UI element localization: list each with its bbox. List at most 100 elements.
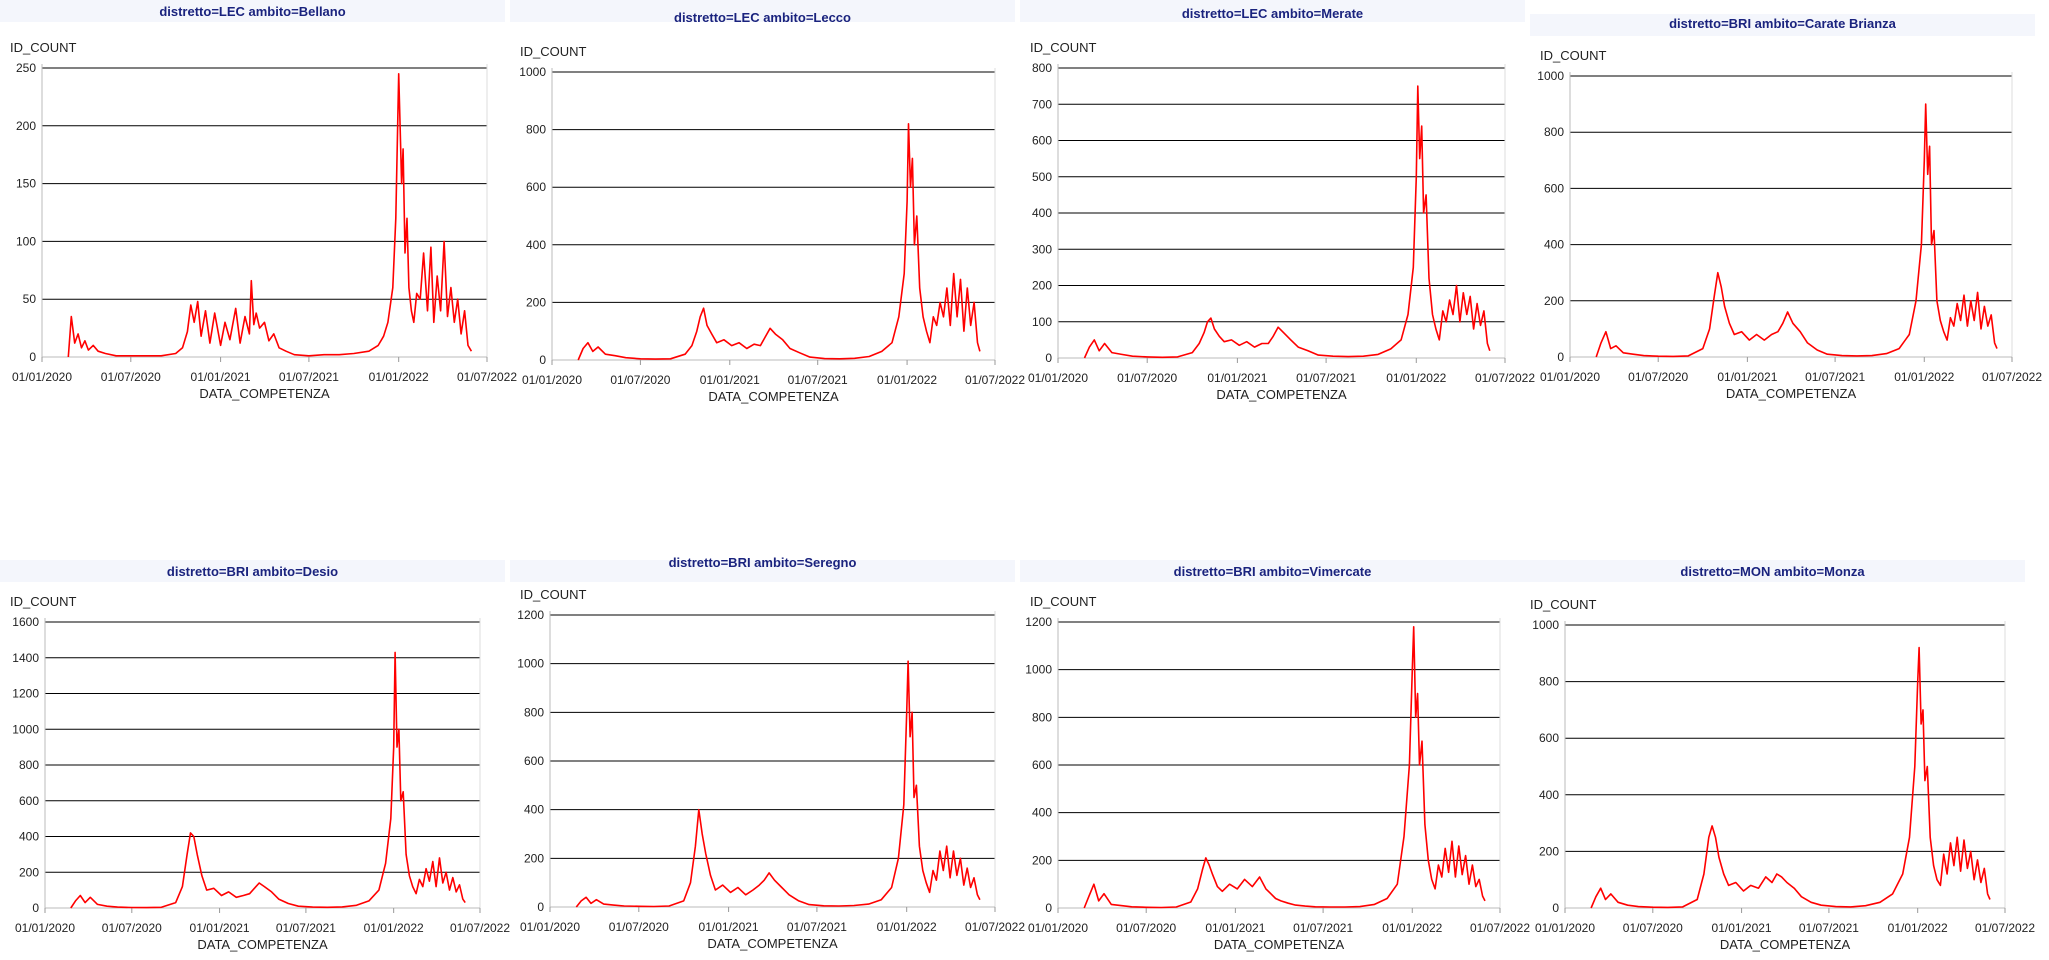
chart-title: distretto=MON ambito=Monza: [1680, 564, 1865, 579]
y-tick-label: 1000: [519, 65, 546, 79]
x-tick-label: 01/01/2022: [364, 921, 424, 935]
x-tick-label: 01/07/2021: [788, 373, 848, 387]
y-tick-label: 400: [1032, 806, 1052, 820]
x-axis-label: DATA_COMPETENZA: [707, 936, 838, 951]
y-axis-label: ID_COUNT: [1530, 597, 1597, 612]
chart-plot: 0 200 400 600 800 1000 01/01/2020 01/07/2020 01/…: [519, 44, 1025, 404]
chart-title: distretto=BRI ambito=Vimercate: [1173, 564, 1372, 579]
y-axis-label: ID_COUNT: [1030, 594, 1097, 609]
x-tick-label: 01/07/2022: [1975, 921, 2035, 935]
chart-title-bar: [0, 560, 505, 582]
y-axis-label: ID_COUNT: [520, 587, 587, 602]
y-axis-label: ID_COUNT: [10, 594, 77, 609]
y-tick-label: 600: [19, 794, 39, 808]
x-tick-label: 01/01/2020: [1540, 370, 1600, 384]
y-tick-label: 400: [1544, 238, 1564, 252]
series-line: [1083, 626, 1486, 909]
y-tick-label: 0: [537, 900, 544, 914]
x-tick-label: 01/01/2021: [1712, 921, 1772, 935]
x-tick-label: 01/01/2021: [191, 370, 251, 384]
x-tick-label: 01/01/2022: [1386, 371, 1446, 385]
y-tick-label: 200: [16, 119, 36, 133]
x-axis-label: DATA_COMPETENZA: [199, 386, 330, 401]
y-tick-label: 250: [16, 61, 36, 75]
chart-title: distretto=BRI ambito=Carate Brianza: [1669, 16, 1896, 31]
y-tick-label: 600: [1032, 758, 1052, 772]
y-tick-label: 800: [1032, 710, 1052, 724]
y-tick-label: 0: [1045, 901, 1052, 915]
y-tick-label: 1200: [12, 687, 39, 701]
y-tick-label: 1000: [12, 722, 39, 736]
x-tick-label: 01/01/2020: [1028, 921, 1088, 935]
series-line: [1083, 85, 1491, 359]
chart-title-bar: [1530, 14, 2035, 36]
x-axis-label: DATA_COMPETENZA: [1726, 386, 1857, 401]
x-tick-label: 01/07/2020: [1117, 371, 1177, 385]
y-tick-label: 200: [1539, 844, 1559, 858]
chart-title-bar: [1020, 0, 1525, 22]
y-axis-label: ID_COUNT: [1030, 40, 1097, 55]
y-tick-label: 150: [16, 177, 36, 191]
x-tick-label: 01/07/2022: [965, 373, 1025, 387]
x-tick-label: 01/07/2021: [1293, 921, 1353, 935]
y-tick-label: 1000: [1025, 663, 1052, 677]
x-tick-label: 01/01/2021: [190, 921, 250, 935]
x-tick-label: 01/01/2021: [1207, 371, 1267, 385]
x-tick-label: 01/01/2020: [522, 373, 582, 387]
x-tick-label: 01/01/2022: [1888, 921, 1948, 935]
x-tick-label: 01/07/2021: [1799, 921, 1859, 935]
y-tick-label: 200: [19, 865, 39, 879]
chart-title: distretto=BRI ambito=Desio: [166, 564, 339, 579]
chart-title-bar: [1020, 560, 1525, 582]
x-tick-label: 01/07/2020: [102, 921, 162, 935]
x-tick-label: 01/07/2022: [1475, 371, 1535, 385]
x-axis-label: DATA_COMPETENZA: [1216, 387, 1347, 402]
x-tick-label: 01/07/2021: [1296, 371, 1356, 385]
x-tick-label: 01/07/2022: [457, 370, 517, 384]
y-tick-label: 800: [19, 758, 39, 772]
series-line: [575, 660, 981, 908]
y-tick-label: 200: [526, 295, 546, 309]
x-tick-label: 01/07/2022: [1470, 921, 1530, 935]
x-axis-label: DATA_COMPETENZA: [1214, 937, 1345, 952]
series-line: [1590, 646, 1991, 909]
x-tick-label: 01/07/2020: [101, 370, 161, 384]
y-tick-label: 0: [29, 350, 36, 364]
x-axis-label: DATA_COMPETENZA: [197, 937, 328, 952]
chart-plot: 0 50 100 150 200 250 01/01/2020 01/07/2020 01/01…: [10, 40, 517, 401]
y-tick-label: 300: [1032, 242, 1052, 256]
x-tick-label: 01/01/2020: [520, 920, 580, 934]
chart-panel-7: distretto=BRI ambito=Vimercate 0 200 400 60…: [1020, 560, 1530, 960]
x-axis-label: DATA_COMPETENZA: [708, 389, 839, 404]
y-tick-label: 200: [1032, 853, 1052, 867]
x-tick-label: 01/01/2022: [1382, 921, 1442, 935]
y-tick-label: 100: [1032, 315, 1052, 329]
y-tick-label: 0: [1045, 351, 1052, 365]
chart-title: distretto=BRI ambito=Seregno: [668, 555, 857, 570]
y-axis-label: ID_COUNT: [10, 40, 77, 55]
y-tick-label: 1600: [12, 615, 39, 629]
chart-panel-5: distretto=BRI ambito=Desio 0 200 400 600 800…: [0, 560, 510, 960]
x-tick-label: 01/07/2020: [610, 373, 670, 387]
y-tick-label: 1000: [1537, 69, 1564, 83]
chart-title: distretto=LEC ambito=Bellano: [159, 4, 346, 19]
x-tick-label: 01/07/2021: [279, 370, 339, 384]
y-tick-label: 800: [524, 705, 544, 719]
y-tick-label: 600: [1544, 181, 1564, 195]
y-tick-label: 1000: [1532, 618, 1559, 632]
y-axis-label: ID_COUNT: [1540, 48, 1607, 63]
y-tick-label: 200: [1032, 279, 1052, 293]
x-tick-label: 01/01/2021: [699, 920, 759, 934]
y-tick-label: 100: [16, 234, 36, 248]
chart-title: distretto=LEC ambito=Lecco: [674, 10, 851, 25]
x-tick-label: 01/07/2020: [1628, 370, 1688, 384]
x-tick-label: 01/01/2020: [1535, 921, 1595, 935]
y-tick-label: 0: [539, 353, 546, 367]
y-axis-label: ID_COUNT: [520, 44, 587, 59]
chart-title-bar: [0, 0, 505, 22]
y-tick-label: 1000: [517, 657, 544, 671]
series-line: [577, 123, 981, 361]
chart-plot: 0 200 400 600 800 1000 1200 1400 1600 01/01/2020 0…: [10, 594, 510, 952]
series-line: [67, 73, 473, 358]
x-tick-label: 01/07/2022: [1982, 370, 2042, 384]
